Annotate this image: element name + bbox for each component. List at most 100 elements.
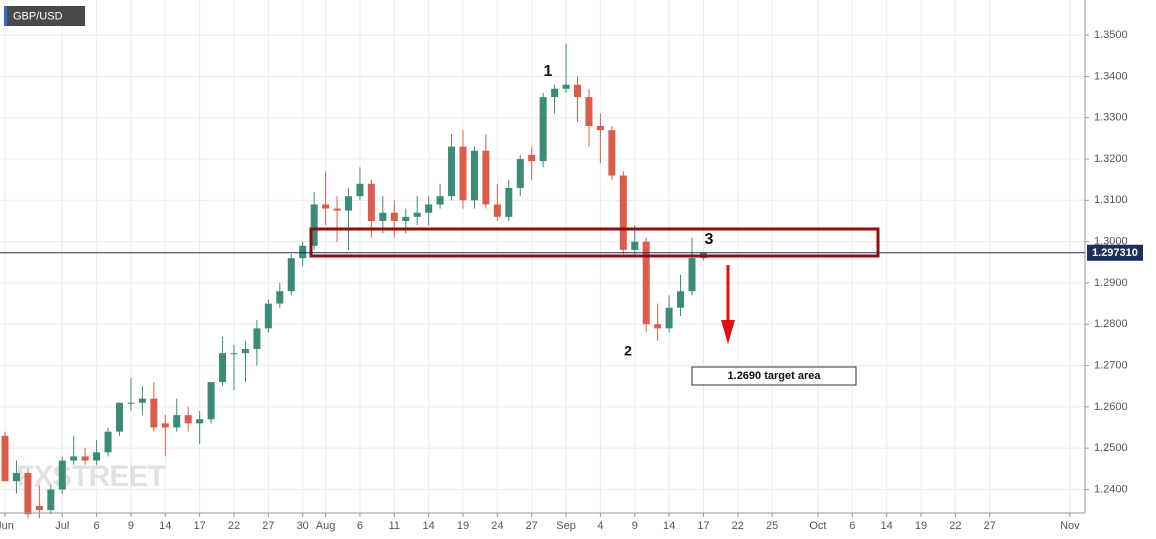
x-tick-label: 17 — [194, 520, 206, 532]
candle-body — [287, 258, 295, 292]
candle-body — [379, 212, 387, 221]
target-box — [691, 366, 857, 386]
candle-body — [161, 423, 169, 428]
candle-body — [173, 415, 181, 428]
y-tick-label: 1.2800 — [1094, 318, 1128, 330]
candle-body — [333, 208, 341, 211]
x-tick-label: 22 — [732, 520, 744, 532]
x-tick-label: 27 — [984, 520, 996, 532]
candle-body — [528, 154, 536, 162]
candle-body — [184, 415, 192, 424]
candle-body — [127, 402, 135, 404]
candle-body — [505, 187, 513, 217]
candle-body — [596, 125, 604, 131]
candle-body — [12, 472, 20, 482]
x-tick-label: Jun — [0, 520, 14, 532]
candle-body — [138, 398, 146, 403]
candle-body — [345, 196, 352, 211]
candle-body — [322, 204, 330, 209]
candle-body — [276, 291, 284, 304]
candle-body — [436, 196, 444, 205]
chart-title: GBP/USD — [13, 10, 63, 22]
x-tick-label: 24 — [491, 520, 503, 532]
candle-body — [619, 175, 627, 250]
candle-body — [642, 241, 650, 325]
candle-body — [402, 216, 410, 221]
x-tick-label: Sep — [556, 520, 576, 532]
logo: FXSTREET — [16, 460, 165, 493]
x-tick-label: 11 — [389, 520, 400, 532]
candle-body — [482, 150, 490, 205]
candle-body — [253, 328, 261, 350]
x-tick-label: 14 — [159, 520, 171, 532]
wave-label: 3 — [705, 231, 714, 248]
x-tick-label: 6 — [849, 520, 855, 532]
arrow-head — [721, 320, 735, 344]
candle-body — [93, 452, 101, 461]
candle-body — [688, 258, 696, 292]
candle-body — [207, 382, 215, 420]
x-tick-label: 19 — [457, 520, 469, 532]
candle-body — [116, 402, 123, 432]
current-price-box — [1087, 244, 1143, 261]
x-tick-label: 22 — [228, 520, 240, 532]
candle-body — [574, 84, 581, 98]
x-tick-label: 27 — [526, 520, 538, 532]
candle-body — [81, 456, 89, 461]
candle-body — [493, 204, 501, 217]
target-label: 1.2690 target area — [728, 370, 822, 382]
x-tick-label: Jul — [55, 520, 69, 532]
candle-body — [1, 435, 9, 482]
wave-label: 2 — [624, 343, 632, 359]
x-tick-label: 25 — [766, 520, 778, 532]
y-tick-label: 1.2900 — [1094, 277, 1128, 289]
candle-body — [35, 505, 43, 511]
x-tick-label: Oct — [809, 520, 826, 532]
candle-body — [47, 489, 55, 511]
y-tick-label: 1.3500 — [1094, 29, 1128, 41]
x-tick-label: Aug — [316, 520, 336, 532]
candles — [1, 43, 707, 519]
y-tick-label: 1.2400 — [1094, 483, 1128, 495]
x-tick-label: 30 — [297, 520, 309, 532]
candle-body — [219, 353, 227, 383]
y-tick-label: 1.3100 — [1094, 194, 1128, 206]
candle-body — [539, 97, 547, 162]
candle-body — [150, 398, 158, 428]
x-tick-label: 14 — [881, 520, 893, 532]
candle-body — [459, 146, 467, 201]
y-tick-label: 1.3000 — [1094, 236, 1128, 248]
candle-body — [413, 212, 421, 217]
candle-body — [264, 303, 272, 329]
candle-body — [390, 212, 398, 221]
x-tick-label: 9 — [632, 520, 638, 532]
y-tick-label: 1.2600 — [1094, 401, 1128, 413]
candle-body — [448, 146, 456, 197]
candle-body — [654, 324, 662, 329]
x-tick-label: Nov — [1060, 520, 1080, 532]
candle-body — [310, 204, 318, 246]
candle-body — [665, 307, 673, 329]
y-tick-label: 1.2700 — [1094, 359, 1128, 371]
y-tick-label: 1.3300 — [1094, 112, 1128, 124]
candle-body — [70, 456, 78, 461]
candle-body — [585, 97, 593, 126]
y-tick-label: 1.3400 — [1094, 70, 1128, 82]
y-tick-label: 1.3200 — [1094, 153, 1128, 165]
candle-body — [356, 183, 364, 197]
candle-body — [230, 353, 238, 355]
candle-body — [470, 150, 478, 201]
title-box — [4, 6, 85, 26]
candle-body — [196, 419, 204, 424]
wave-label: 1 — [544, 63, 553, 80]
x-tick-label: 14 — [423, 520, 435, 532]
candle-body — [24, 472, 32, 515]
candle-body — [367, 183, 375, 221]
resistance-box — [309, 227, 880, 258]
x-tick-label: 14 — [663, 520, 675, 532]
candle-body — [631, 241, 639, 250]
candle-body — [608, 130, 616, 176]
candle-body — [551, 88, 559, 98]
x-tick-label: 9 — [128, 520, 134, 532]
